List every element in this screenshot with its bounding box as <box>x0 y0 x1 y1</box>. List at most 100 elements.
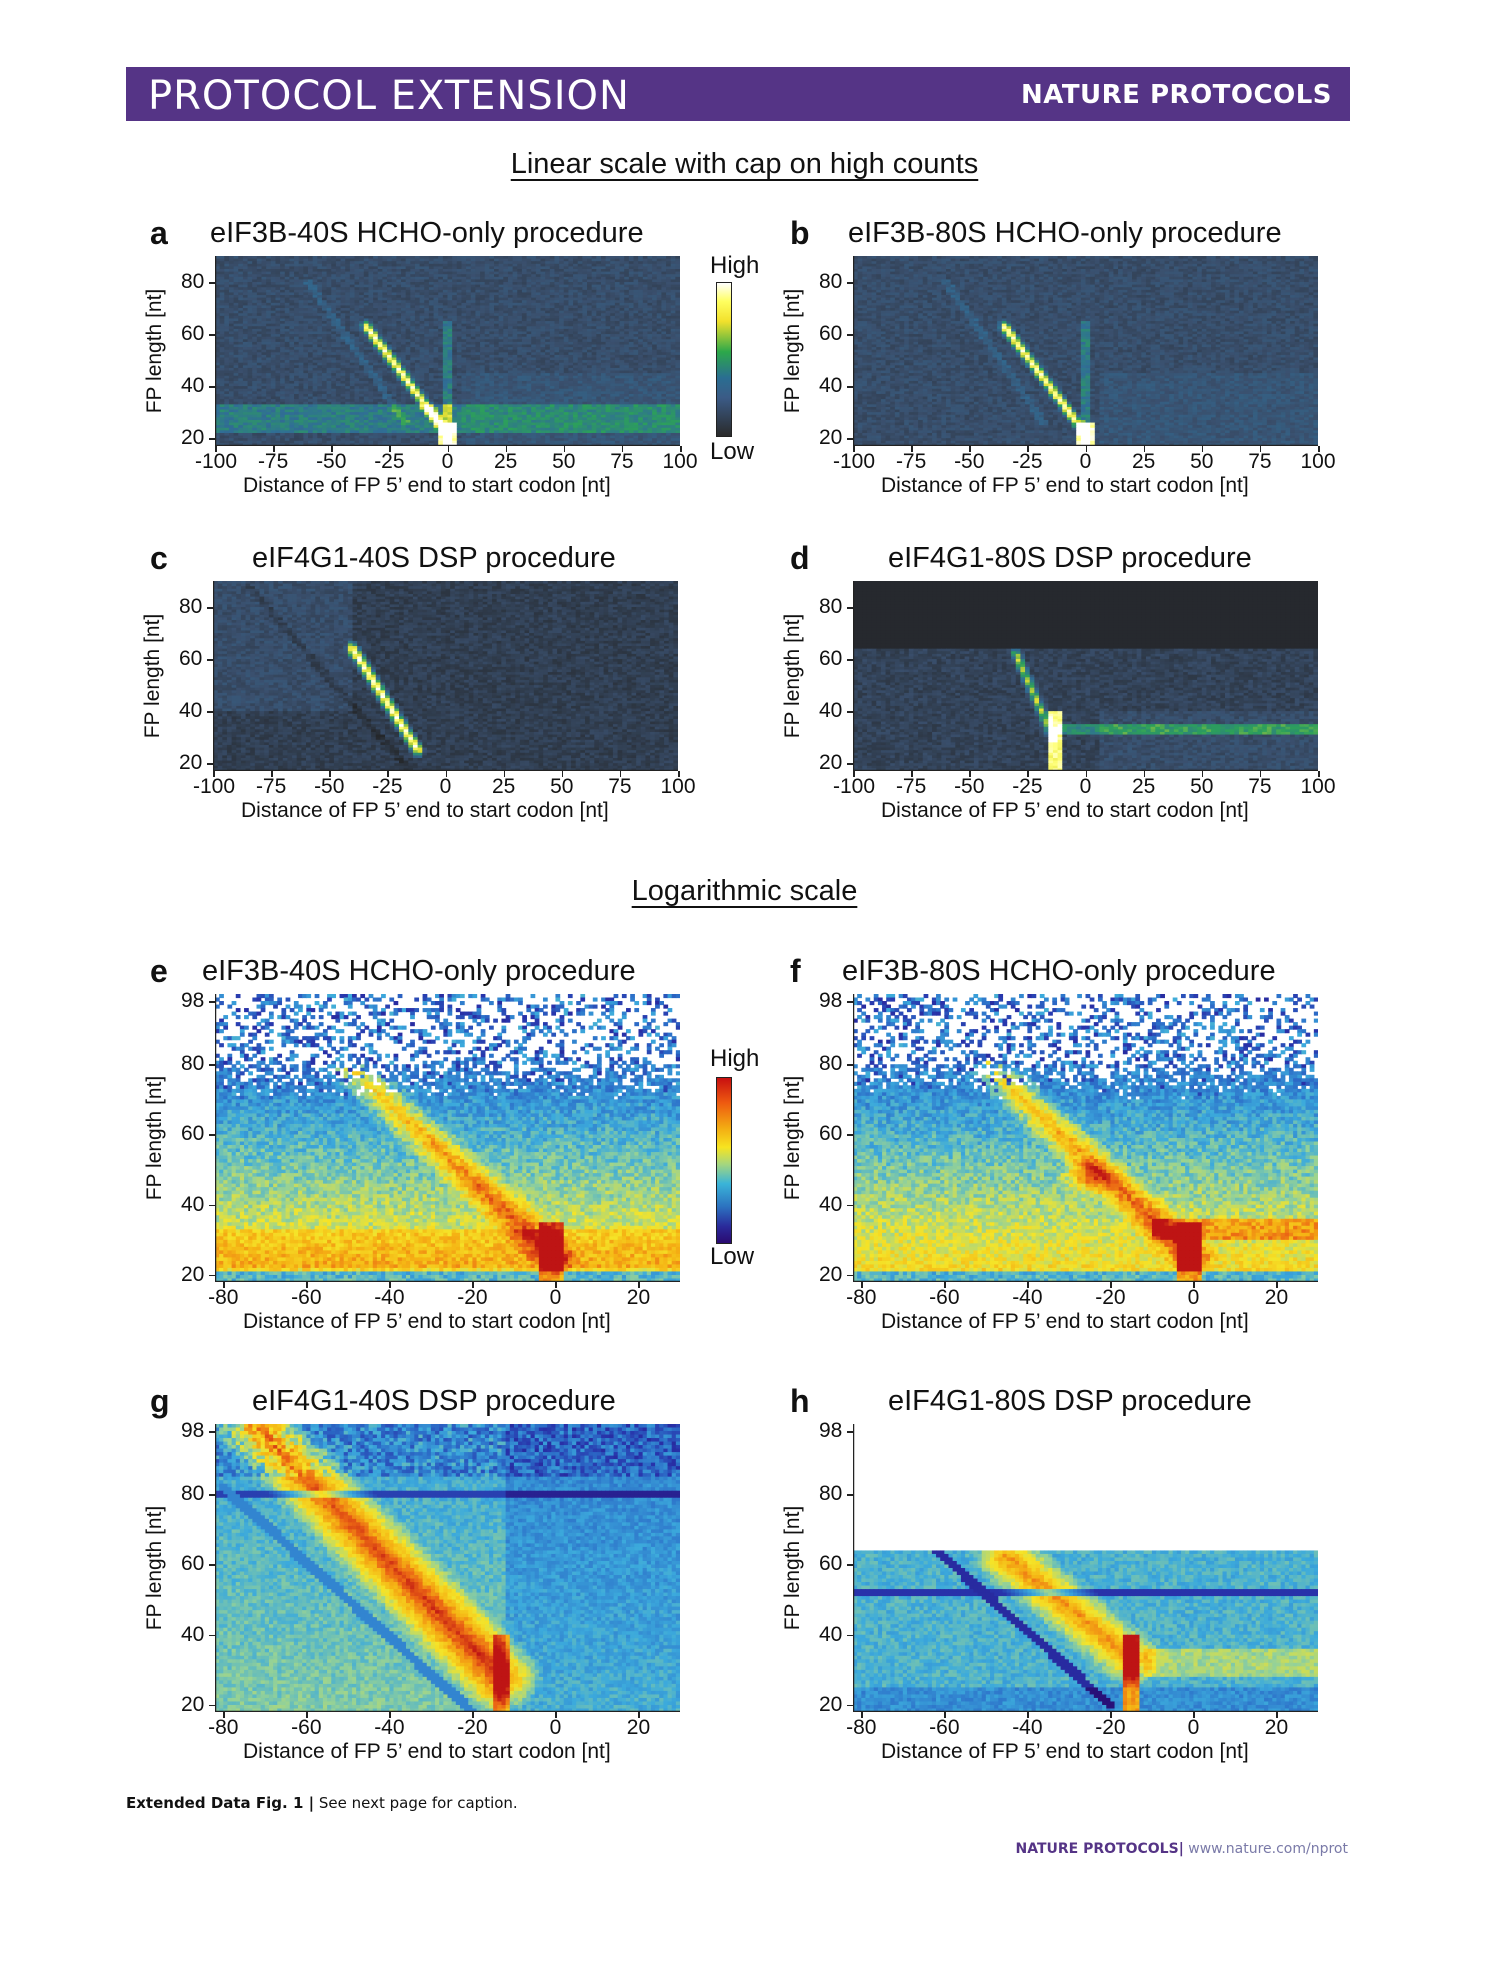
x-tick-mark <box>1143 771 1146 777</box>
y-tick-mark <box>209 1134 215 1136</box>
x-tick-label: 0 <box>1066 450 1106 474</box>
y-tick-mark <box>847 1564 853 1566</box>
y-tick-mark <box>209 1204 215 1207</box>
heatmap-h <box>853 1424 1318 1712</box>
y-axis-label: FP length [nt] <box>781 526 805 826</box>
x-tick-mark <box>944 1712 946 1718</box>
y-axis-label: FP length [nt] <box>143 988 167 1288</box>
y-tick-mark <box>209 1431 215 1433</box>
x-tick-label: 0 <box>1173 1716 1213 1740</box>
x-tick-label: -100 <box>193 775 235 799</box>
y-tick-mark <box>847 1064 853 1066</box>
x-tick-label: -20 <box>452 1716 492 1740</box>
y-axis-label: FP length [nt] <box>141 526 165 826</box>
x-tick-label: -40 <box>1007 1716 1047 1740</box>
x-tick-label: 50 <box>544 450 584 474</box>
x-tick-label: 75 <box>1240 775 1280 799</box>
panel-title-e: eIF3B-40S HCHO-only procedure <box>202 955 636 988</box>
axis-lines <box>215 1424 680 1712</box>
x-tick-label: -20 <box>1090 1716 1130 1740</box>
y-tick-mark <box>847 1001 853 1003</box>
y-tick-label: 80 <box>181 1482 204 1506</box>
y-axis-label: FP length [nt] <box>781 988 805 1288</box>
x-tick-mark <box>306 1282 308 1288</box>
y-tick-label: 80 <box>181 270 204 294</box>
panel-letter-g: g <box>150 1383 170 1420</box>
x-tick-label: 50 <box>1182 450 1222 474</box>
y-tick-label: 80 <box>819 595 842 619</box>
y-tick-mark <box>847 1494 853 1496</box>
axis-lines <box>853 256 1318 446</box>
x-tick-mark <box>223 1712 225 1718</box>
y-tick-label: 80 <box>819 1052 842 1076</box>
x-tick-label: -80 <box>841 1286 881 1310</box>
x-tick-label: -100 <box>833 775 875 799</box>
y-tick-label: 98 <box>819 1419 842 1443</box>
x-tick-mark <box>1276 1712 1278 1718</box>
panel-letter-b: b <box>790 215 810 252</box>
x-tick-mark <box>389 1282 391 1288</box>
y-tick-mark <box>847 282 853 284</box>
heatmap-d <box>853 581 1318 771</box>
panel-title-h: eIF4G1-80S DSP procedure <box>888 1385 1252 1418</box>
x-tick-mark <box>1110 1712 1112 1718</box>
x-tick-label: -50 <box>949 450 989 474</box>
y-tick-label: 20 <box>819 1263 842 1287</box>
x-tick-label: 20 <box>618 1286 658 1310</box>
section-label: PROTOCOL EXTENSION <box>148 73 630 119</box>
x-tick-label: 0 <box>1066 775 1106 799</box>
x-tick-mark <box>1143 446 1146 452</box>
x-tick-mark <box>638 1712 640 1718</box>
y-tick-label: 20 <box>181 426 204 450</box>
y-axis-label: FP length [nt] <box>781 201 805 501</box>
y-tick-label: 60 <box>819 1122 842 1146</box>
x-tick-label: -50 <box>309 775 349 799</box>
x-tick-mark <box>1259 446 1262 452</box>
x-tick-label: 100 <box>1298 775 1338 799</box>
y-tick-mark <box>847 438 853 440</box>
panel-title-c: eIF4G1-40S DSP procedure <box>252 542 616 575</box>
y-tick-mark <box>847 711 853 713</box>
x-tick-label: -25 <box>367 775 407 799</box>
y-tick-mark <box>209 438 215 440</box>
header-banner: PROTOCOL EXTENSION NATURE PROTOCOLS <box>126 67 1350 121</box>
y-tick-mark <box>209 1274 215 1277</box>
y-tick-mark <box>207 659 213 661</box>
x-tick-mark <box>638 1282 640 1288</box>
x-tick-label: 20 <box>618 1716 658 1740</box>
y-tick-label: 20 <box>819 751 842 775</box>
x-tick-label: 25 <box>1124 775 1164 799</box>
x-tick-label: 75 <box>1240 450 1280 474</box>
x-tick-mark <box>213 771 215 777</box>
heatmap-g <box>215 1424 680 1712</box>
x-tick-label: 20 <box>1256 1286 1296 1310</box>
panel-title-g: eIF4G1-40S DSP procedure <box>252 1385 616 1418</box>
y-tick-mark <box>209 386 215 388</box>
x-tick-mark <box>1110 1282 1112 1288</box>
x-tick-mark <box>678 771 680 777</box>
x-tick-mark <box>861 1712 863 1718</box>
x-tick-mark <box>561 771 564 777</box>
section-title-log: Logarithmic scale <box>0 875 1489 908</box>
x-tick-mark <box>1027 1712 1029 1718</box>
x-tick-mark <box>505 446 508 452</box>
y-tick-mark <box>847 334 853 336</box>
panel-title-d: eIF4G1-80S DSP procedure <box>888 542 1252 575</box>
y-tick-mark <box>207 711 213 713</box>
y-axis-label: FP length [nt] <box>781 1418 805 1718</box>
y-tick-label: 60 <box>181 1122 204 1146</box>
panel-letter-c: c <box>150 540 168 577</box>
panel-letter-d: d <box>790 540 810 577</box>
y-tick-mark <box>847 763 853 765</box>
x-tick-mark <box>1193 1282 1195 1288</box>
heatmap-a <box>215 256 680 446</box>
x-tick-label: -60 <box>924 1286 964 1310</box>
journal-label: NATURE PROTOCOLS <box>1021 80 1332 110</box>
x-axis-label: Distance of FP 5’ end to start codon [nt… <box>241 799 609 823</box>
x-tick-mark <box>306 1712 308 1718</box>
x-tick-mark <box>1318 771 1320 777</box>
y-tick-label: 98 <box>181 1419 204 1443</box>
x-axis-label: Distance of FP 5’ end to start codon [nt… <box>243 474 611 498</box>
heatmap-e <box>215 994 680 1282</box>
x-tick-mark <box>1085 771 1087 777</box>
